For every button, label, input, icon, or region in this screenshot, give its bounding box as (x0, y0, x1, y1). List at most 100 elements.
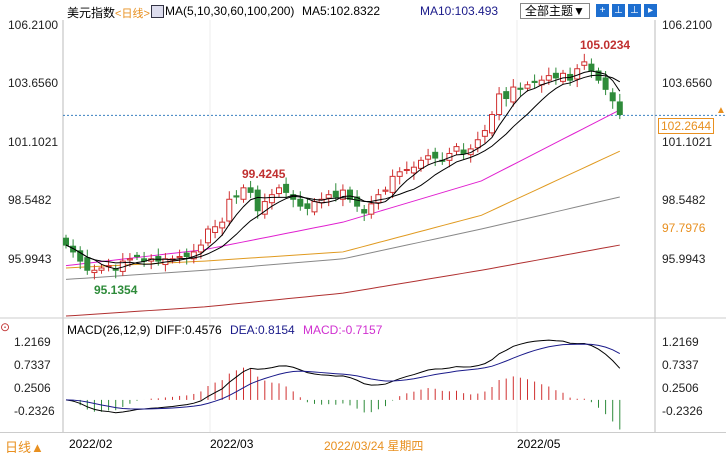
zoom-in-icon[interactable]: ⊥ (612, 4, 625, 17)
candle (126, 258, 133, 261)
theme-dropdown[interactable]: 全部主题▼ (520, 3, 590, 19)
right-price-label: 97.7976 (662, 221, 706, 235)
ma-label: MA(5,10,30,60,100,200) (165, 4, 295, 18)
candle (226, 198, 233, 222)
low-annotation: 95.1354 (94, 283, 138, 297)
macd-tick: 0.7337 (14, 358, 51, 372)
macd-tick: 0.7337 (662, 358, 699, 372)
candle (489, 114, 495, 134)
crosshair-icon[interactable]: + (596, 4, 609, 17)
candle (98, 267, 105, 271)
high-annotation-2: 99.4245 (242, 167, 286, 181)
candle (339, 189, 346, 200)
forward-icon[interactable]: ▸ (644, 4, 657, 17)
candle (205, 228, 211, 244)
candle (588, 63, 595, 72)
candle (268, 194, 275, 204)
ma5-line (65, 70, 621, 270)
candle (453, 146, 460, 152)
price-tick: 106.2100 (662, 18, 713, 32)
candle (481, 130, 488, 137)
ma10-line (65, 74, 621, 265)
date-label: 2022/05 (517, 437, 561, 451)
cursor-date-label: 2022/03/24 星期四 (324, 439, 424, 453)
price-tick: 98.5482 (662, 193, 706, 207)
period-selector[interactable]: <日线> (115, 8, 150, 20)
price-tick: 95.9943 (8, 252, 52, 266)
candle (382, 189, 389, 192)
candle (602, 77, 609, 90)
ma5-value: MA5:102.8322 (302, 4, 381, 18)
candle (496, 93, 503, 116)
candle (233, 195, 240, 198)
indicator-icon[interactable] (151, 5, 164, 18)
candle (261, 201, 268, 215)
candle (77, 250, 84, 262)
candle (84, 257, 91, 271)
candle (616, 101, 623, 116)
candle (403, 168, 410, 171)
price-tick: 101.1021 (8, 135, 59, 149)
macd-tick: -0.2326 (662, 404, 703, 418)
candle (304, 203, 311, 209)
settings-icon[interactable]: ⊙ (0, 320, 11, 334)
candle (375, 194, 382, 204)
dea-line (65, 343, 621, 410)
date-label: 2022/02 (69, 437, 113, 451)
macd-dea: DEA:0.8154 (230, 323, 295, 337)
price-tick: 98.5482 (8, 193, 52, 207)
high-annotation: 105.0234 (580, 38, 631, 52)
candle (212, 226, 219, 233)
zoom-out-icon[interactable]: ⊥ (628, 4, 641, 17)
candle (176, 256, 183, 259)
ma10-value: MA10:103.493 (420, 4, 499, 18)
candle (474, 139, 481, 149)
candle (432, 151, 439, 159)
macd-value: MACD:-0.7157 (303, 323, 383, 337)
candle (524, 84, 531, 89)
candle (297, 198, 304, 207)
macd-tick: 1.2169 (14, 335, 51, 349)
last-price-label: 102.2644 (658, 118, 715, 134)
candle (183, 252, 190, 258)
candle (467, 148, 474, 156)
candle (283, 183, 290, 193)
macd-tick: 0.2506 (662, 381, 699, 395)
candle (368, 203, 375, 215)
ma60-line (65, 150, 621, 269)
candle (63, 237, 69, 246)
candle (574, 68, 581, 80)
period-toggle[interactable]: 日线▲ (5, 440, 44, 455)
candle (609, 92, 616, 102)
price-tick: 95.9943 (662, 252, 706, 266)
candle (91, 269, 98, 274)
candle (347, 189, 353, 200)
candle (254, 189, 261, 212)
candle (517, 87, 524, 90)
price-tick: 103.6560 (662, 76, 713, 90)
candle (247, 187, 254, 193)
candle (197, 244, 204, 253)
candle (503, 91, 510, 100)
macd-label: MACD(26,12,9) (67, 323, 151, 337)
candle (552, 72, 559, 79)
candle (325, 194, 332, 199)
candle (425, 155, 432, 160)
candle (389, 175, 396, 193)
candle (510, 86, 517, 103)
price-tick: 106.2100 (8, 18, 59, 32)
candle (219, 221, 226, 229)
candle (332, 190, 339, 198)
candle (531, 80, 538, 83)
candle (396, 171, 403, 177)
candle (410, 166, 417, 174)
macd-diff: DIFF:0.4576 (155, 323, 222, 337)
ma100-line (65, 196, 620, 280)
price-tick: 103.6560 (8, 76, 59, 90)
candle (276, 187, 282, 195)
candle (311, 201, 318, 213)
chart-title: 美元指数<日线> (67, 6, 150, 20)
date-label: 2022/03 (210, 437, 254, 451)
macd-tick: -0.2326 (14, 404, 55, 418)
